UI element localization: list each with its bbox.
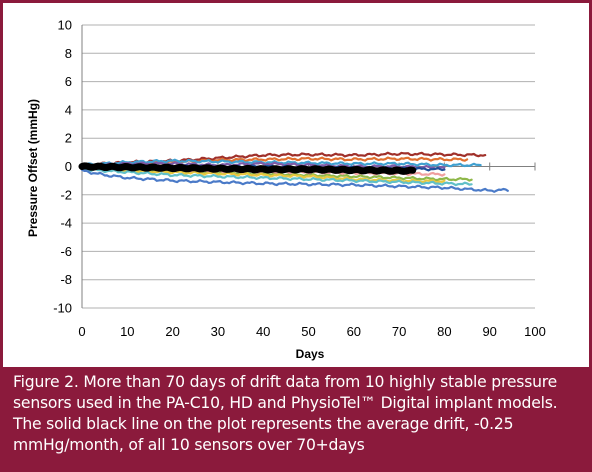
sensor-drift-line [80, 168, 509, 193]
y-tick-label: -4 [60, 216, 72, 231]
y-tick-label: 8 [65, 46, 72, 61]
sensor-drift-line [80, 158, 482, 168]
y-tick-label: -2 [60, 187, 72, 202]
y-tick-label: 0 [65, 159, 72, 174]
x-tick-label: 60 [347, 324, 361, 339]
x-tick-label: 40 [256, 324, 270, 339]
y-tick-label: 10 [58, 18, 72, 33]
average-drift-line [78, 162, 417, 175]
y-tick-label: -6 [60, 244, 72, 259]
x-tick-label: 80 [437, 324, 451, 339]
x-tick-label: 10 [120, 324, 134, 339]
x-tick-label: 20 [165, 324, 179, 339]
x-tick-label: 90 [482, 324, 496, 339]
x-tick-label: 30 [211, 324, 225, 339]
series-lines [78, 151, 509, 193]
plot-area: 10 8 6 4 2 0 -2 -4 -6 -8 -10 0 10 20 30 40 50 60 70 80 90 100… [3, 3, 589, 367]
x-tick-label: 50 [301, 324, 315, 339]
y-tick-label: -8 [60, 272, 72, 287]
y-axis-title: Pressure Offset (mmHg) [26, 99, 40, 237]
y-tick-label: -10 [53, 301, 72, 316]
y-tick-label: 4 [65, 102, 72, 117]
figure-caption: Figure 2. More than 70 days of drift dat… [13, 373, 558, 454]
x-tick-label: 100 [524, 324, 546, 339]
x-tick-label: 70 [392, 324, 406, 339]
y-tick-label: 2 [65, 131, 72, 146]
x-axis-title: Days [296, 347, 325, 361]
sensor-drift-line [80, 167, 473, 187]
x-tick-label: 0 [78, 324, 85, 339]
y-tick-label: 6 [65, 74, 72, 89]
caption-box: Figure 2. More than 70 days of drift dat… [3, 367, 589, 469]
